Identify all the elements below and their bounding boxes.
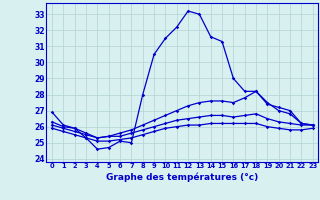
- X-axis label: Graphe des températures (°c): Graphe des températures (°c): [106, 172, 259, 182]
